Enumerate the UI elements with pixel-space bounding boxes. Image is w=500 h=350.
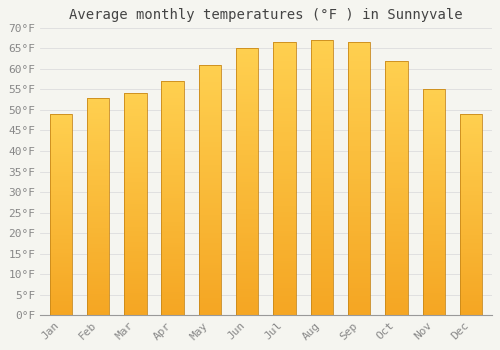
Title: Average monthly temperatures (°F ) in Sunnyvale: Average monthly temperatures (°F ) in Su… <box>69 8 462 22</box>
